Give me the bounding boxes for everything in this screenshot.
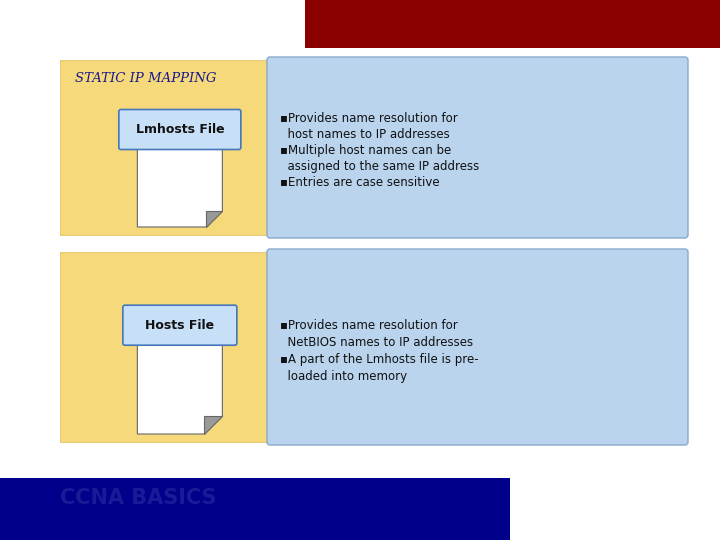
Text: assigned to the same IP address: assigned to the same IP address — [280, 160, 480, 173]
Text: ▪A part of the Lmhosts file is pre-: ▪A part of the Lmhosts file is pre- — [280, 353, 479, 366]
Text: ▪Provides name resolution for: ▪Provides name resolution for — [280, 112, 458, 125]
FancyBboxPatch shape — [305, 0, 720, 48]
Text: STATIC IP MAPPING: STATIC IP MAPPING — [75, 72, 217, 85]
Text: host names to IP addresses: host names to IP addresses — [280, 128, 450, 141]
Text: Lmhosts File: Lmhosts File — [135, 123, 224, 136]
FancyBboxPatch shape — [267, 57, 688, 238]
Polygon shape — [204, 416, 222, 434]
Polygon shape — [138, 329, 222, 434]
Text: ▪Entries are case sensitive: ▪Entries are case sensitive — [280, 176, 440, 189]
FancyBboxPatch shape — [60, 60, 315, 235]
Text: Hosts File: Hosts File — [145, 319, 215, 332]
Text: loaded into memory: loaded into memory — [280, 370, 407, 383]
FancyBboxPatch shape — [119, 110, 241, 150]
Text: NetBIOS names to IP addresses: NetBIOS names to IP addresses — [280, 336, 473, 349]
Text: ▪Multiple host names can be: ▪Multiple host names can be — [280, 144, 451, 157]
FancyBboxPatch shape — [123, 305, 237, 345]
FancyBboxPatch shape — [0, 478, 510, 540]
Text: CCNA BASICS: CCNA BASICS — [60, 488, 217, 508]
Text: ▪Provides name resolution for: ▪Provides name resolution for — [280, 319, 458, 332]
FancyBboxPatch shape — [60, 252, 315, 442]
FancyBboxPatch shape — [267, 249, 688, 445]
Polygon shape — [138, 132, 222, 227]
Polygon shape — [207, 211, 222, 227]
